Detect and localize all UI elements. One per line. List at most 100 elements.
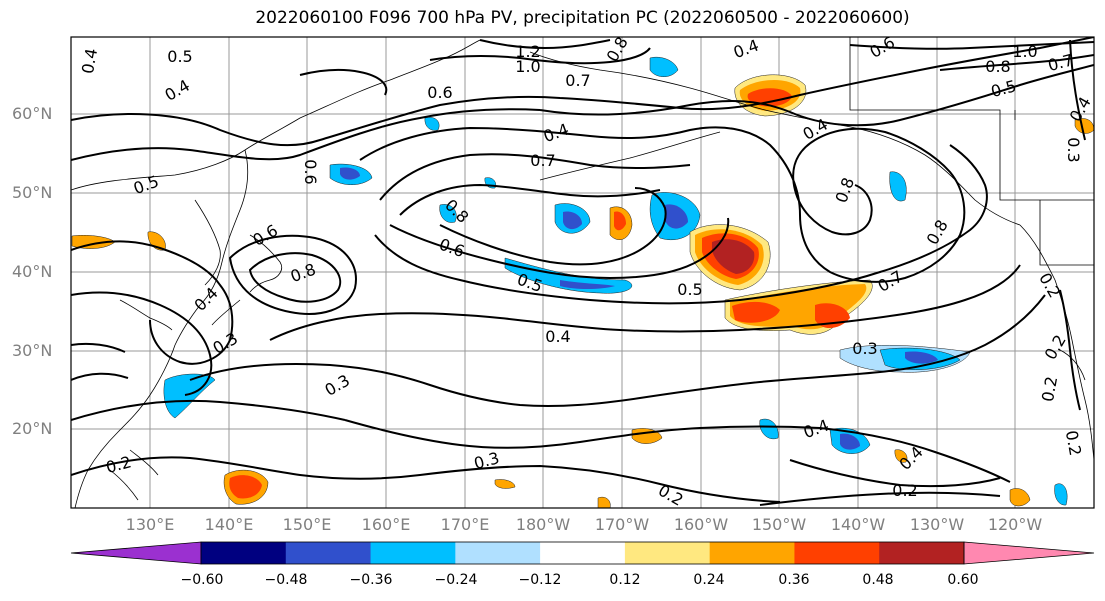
colorbar-swatch (370, 542, 456, 564)
colorbar-tick-label: 0.36 (778, 572, 810, 588)
contour-label: 0.7 (530, 151, 555, 170)
pv-contour (344, 419, 1011, 483)
contour-label: 0.8 (985, 57, 1010, 76)
contour-label: 0.3 (472, 448, 502, 473)
pv-contour (71, 291, 213, 396)
contour-label: 0.3 (209, 329, 241, 358)
contour-label: 0.4 (541, 120, 571, 147)
lon-label: 150°W (751, 515, 807, 534)
contour-label: 0.7 (874, 267, 906, 296)
contour-label: 0.8 (923, 216, 952, 248)
pv-contour (71, 456, 781, 503)
contour-label: 0.4 (78, 47, 101, 75)
pv-contour (71, 108, 541, 161)
lat-label: 60°N (12, 104, 53, 123)
colorbar-tick-label: 0.48 (862, 572, 894, 588)
pv-contour (399, 183, 661, 216)
lon-label: 130°E (125, 515, 175, 534)
pv-contour (439, 187, 667, 266)
lon-label: 160°E (361, 515, 411, 534)
contour-label: 0.3 (1064, 137, 1083, 162)
pv-contour (429, 47, 651, 65)
contour-label: 0.6 (301, 159, 320, 184)
colorbar-swatch (794, 542, 880, 564)
lon-label: 130°W (909, 515, 965, 534)
lon-label: 170°E (440, 515, 490, 534)
colorbar (70, 541, 1095, 565)
lat-label: 40°N (12, 262, 53, 281)
contour-label: 0.2 (104, 452, 134, 477)
colorbar-swatch (540, 542, 626, 564)
contour-label: 0.8 (288, 260, 318, 287)
colorbar-extension-low (70, 541, 202, 565)
pv-contours (71, 37, 1094, 506)
colorbar-swatch (285, 542, 372, 564)
contour-label: 0.6 (427, 83, 452, 102)
pv-contour (479, 39, 611, 50)
pv-contour (248, 252, 342, 303)
contour-label: 0.5 (677, 280, 702, 299)
japan-coastline (211, 234, 283, 326)
contour-label: 0.4 (190, 283, 221, 314)
contour-label: 0.2 (655, 481, 687, 510)
pv-contour (71, 37, 1094, 147)
contour-label: 0.2 (1035, 269, 1064, 301)
contour-label: 0.2 (1038, 375, 1061, 403)
lon-label: 170°W (594, 515, 650, 534)
gridlines (71, 37, 1094, 508)
lat-label: 30°N (12, 341, 53, 360)
contour-label: 0.3 (852, 339, 877, 358)
pv-contour (269, 264, 1021, 341)
contour-label: 0.2 (1062, 429, 1085, 457)
colorbar-extension-high (963, 541, 1095, 565)
contour-label: 0.4 (799, 115, 831, 144)
lon-label: 140°E (204, 515, 254, 534)
colorbar-swatch (201, 542, 287, 564)
asia-coastline (71, 39, 481, 191)
pv-contour (189, 294, 1046, 407)
coastlines (71, 37, 1094, 508)
contour-label: 0.4 (731, 36, 761, 63)
pv-contour (71, 240, 234, 365)
colorbar-swatch (879, 542, 965, 564)
pv-contour (359, 126, 966, 283)
contour-label: 0.2 (892, 481, 917, 500)
pv-contour (299, 68, 388, 96)
contour-label: 0.8 (441, 195, 472, 226)
contour-label: 0.4 (545, 327, 570, 346)
colorbar-tick-label: −0.60 (180, 572, 224, 588)
contour-label: 1.0 (515, 57, 540, 76)
colorbar-swatch (455, 542, 541, 564)
contour-label: 1.2 (515, 42, 540, 61)
lat-label: 20°N (12, 419, 53, 438)
colorbar-swatch (624, 542, 711, 564)
colorbar-tick-label: 0.12 (609, 572, 641, 588)
contour-label: 0.5 (989, 76, 1019, 101)
colorbar-tick-label: −0.48 (264, 572, 308, 588)
lon-label: 160°W (673, 515, 729, 534)
colorbar-swatch (709, 542, 795, 564)
contour-label: 0.7 (565, 71, 590, 90)
alaska-coastline (529, 51, 1021, 226)
contour-label: 0.8 (832, 175, 859, 205)
colorbar-outline (200, 541, 965, 565)
pv-contour (939, 54, 1094, 71)
lon-label: 140°W (830, 515, 886, 534)
lon-label: 150°E (282, 515, 332, 534)
pv-contour (71, 342, 129, 381)
pv-contour (71, 399, 346, 421)
pv-contour (374, 144, 988, 305)
map-frame (70, 36, 1095, 509)
lon-label: 120°W (987, 515, 1043, 534)
lat-label: 50°N (12, 183, 53, 202)
precip-shading (71, 56, 1094, 508)
pv-contour (228, 234, 357, 315)
pv-contour (1059, 39, 1086, 411)
contour-label: 0.6 (437, 235, 467, 262)
colorbar-tick-label: −0.36 (349, 572, 393, 588)
colorbar-tick-label: 0.60 (947, 572, 979, 588)
contour-labels: 0.4 0.5 0.4 1.2 1.0 0.7 0.8 0.4 0.6 0.6 … (78, 36, 1094, 510)
contour-label: 0.2 (1041, 331, 1070, 363)
contour-label: 0.5 (131, 172, 161, 199)
